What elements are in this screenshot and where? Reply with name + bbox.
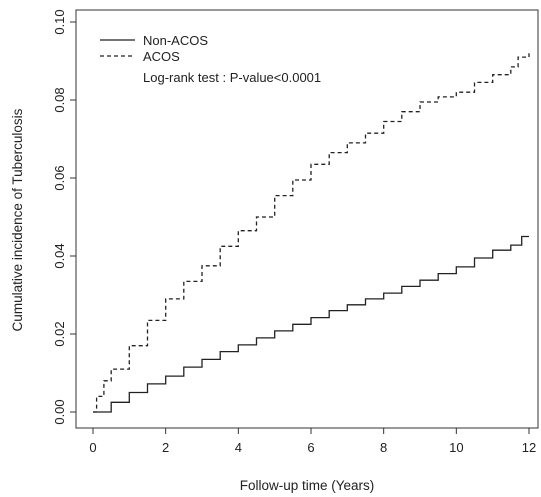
y-tick-label: 0.08 xyxy=(52,87,67,112)
x-tick-label: 4 xyxy=(235,440,242,455)
x-tick-label: 12 xyxy=(522,440,536,455)
y-tick-label: 0.00 xyxy=(52,399,67,424)
x-tick-label: 10 xyxy=(449,440,463,455)
legend-label-non-acos: Non-ACOS xyxy=(143,33,208,48)
plot-frame xyxy=(75,9,539,429)
series-line-acos xyxy=(93,53,530,413)
y-tick-label: 0.10 xyxy=(52,9,67,34)
legend-label-acos: ACOS xyxy=(143,49,180,64)
log-rank-annotation: Log-rank test : P-value<0.0001 xyxy=(143,70,321,85)
x-axis-title: Follow-up time (Years) xyxy=(240,478,375,493)
y-tick-label: 0.04 xyxy=(52,243,67,268)
y-axis-title: Cumulative incidence of Tuberculosis xyxy=(10,108,25,331)
plot-frame-group xyxy=(75,9,539,429)
x-axis: 0 2 4 6 8 10 12 xyxy=(89,428,536,455)
y-tick-label: 0.02 xyxy=(52,321,67,346)
y-axis: 0.00 0.02 0.04 0.06 0.08 0.10 xyxy=(52,9,76,425)
x-tick-label: 8 xyxy=(380,440,387,455)
x-tick-label: 0 xyxy=(89,440,96,455)
series-layer xyxy=(93,53,530,413)
legend: Non-ACOS ACOS xyxy=(100,33,208,64)
x-tick-label: 6 xyxy=(307,440,314,455)
x-tick-label: 2 xyxy=(162,440,169,455)
y-tick-label: 0.06 xyxy=(52,165,67,190)
series-line-non-acos xyxy=(93,235,529,413)
